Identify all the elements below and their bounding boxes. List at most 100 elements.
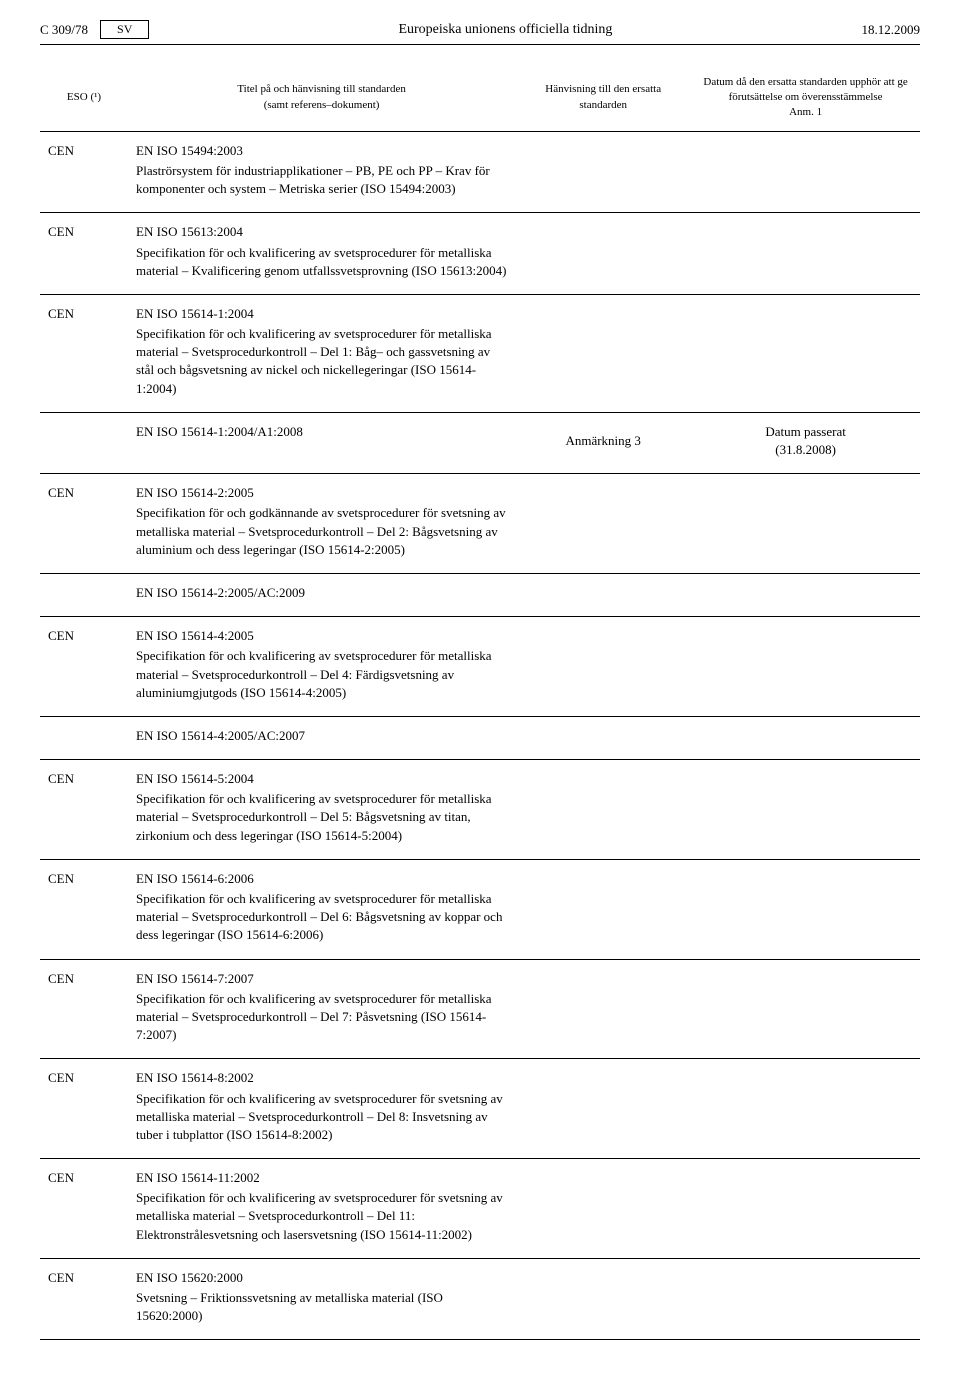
- standard-code: EN ISO 15620:2000: [136, 1269, 507, 1287]
- eso-cell: CEN: [40, 213, 128, 295]
- reference-cell: [515, 131, 691, 213]
- title-cell: EN ISO 15614-8:2002 Specifikation för och…: [128, 1059, 515, 1159]
- standard-code: EN ISO 15614-11:2002: [136, 1169, 507, 1187]
- expiry-cell: [691, 1258, 920, 1340]
- title-cell: EN ISO 15620:2000 Svetsning – Friktionssv…: [128, 1258, 515, 1340]
- eso-cell: CEN: [40, 1258, 128, 1340]
- standard-code: EN ISO 15614-5:2004: [136, 770, 507, 788]
- sub-reference-cell: [515, 716, 691, 759]
- reference-cell: [515, 760, 691, 860]
- expiry-cell: [691, 760, 920, 860]
- standard-code: EN ISO 15614-4:2005: [136, 627, 507, 645]
- expiry-cell: [691, 474, 920, 574]
- standards-table: ESO (¹) Titel på och hänvisning till sta…: [40, 65, 920, 1341]
- standard-description: Specifikation för och kvalificering av s…: [136, 790, 507, 845]
- sub-expiry-cell: [691, 573, 920, 616]
- table-row: CENEN ISO 15613:2004Specifikation för oc…: [40, 213, 920, 295]
- title-cell: EN ISO 15614-6:2006 Specifikation för och…: [128, 859, 515, 959]
- standard-description: Svetsning – Friktionssvetsning av metall…: [136, 1289, 507, 1325]
- sub-title-cell: EN ISO 15614-2:2005/AC:2009: [128, 573, 515, 616]
- eso-cell: CEN: [40, 474, 128, 574]
- eso-cell: CEN: [40, 760, 128, 860]
- standard-description: Specifikation för och kvalificering av s…: [136, 890, 507, 945]
- standard-description: Specifikation för och kvalificering av s…: [136, 990, 507, 1045]
- publication-title: Europeiska unionens officiella tidning: [398, 20, 612, 40]
- table-row: CEN EN ISO 15614-1:2004 Specifikation för …: [40, 294, 920, 412]
- header-date: 18.12.2009: [862, 21, 921, 39]
- eso-cell: CEN: [40, 131, 128, 213]
- reference-cell: [515, 1159, 691, 1259]
- page-number: C 309/78: [40, 21, 88, 39]
- reference-cell: [515, 294, 691, 412]
- table-row: CEN EN ISO 15614-5:2004 Specifikation för …: [40, 760, 920, 860]
- table-sub-row: EN ISO 15614-2:2005/AC:2009: [40, 573, 920, 616]
- title-cell: EN ISO 15614-11:2002 Specifikation för oc…: [128, 1159, 515, 1259]
- eso-cell: CEN: [40, 294, 128, 412]
- standard-code: EN ISO 15614-8:2002: [136, 1069, 507, 1087]
- expiry-cell: [691, 859, 920, 959]
- standard-description: Specifikation för och kvalificering av s…: [136, 1090, 507, 1145]
- title-cell: EN ISO 15614-7:2007 Specifikation för och…: [128, 959, 515, 1059]
- page-header: C 309/78 SV Europeiska unionens officiel…: [40, 20, 920, 45]
- reference-cell: [515, 859, 691, 959]
- table-row: CEN EN ISO 15620:2000 Svetsning – Friktion…: [40, 1258, 920, 1340]
- table-header-row: ESO (¹) Titel på och hänvisning till sta…: [40, 65, 920, 132]
- reference-cell: [515, 474, 691, 574]
- expiry-cell: [691, 294, 920, 412]
- reference-cell: [515, 617, 691, 717]
- title-cell: EN ISO 15614-4:2005 Specifikation för och…: [128, 617, 515, 717]
- standard-description: Specifikation för och kvalificering av s…: [136, 1189, 507, 1244]
- eso-cell: CEN: [40, 1159, 128, 1259]
- title-cell: EN ISO 15613:2004Specifikation för och k…: [128, 213, 515, 295]
- sub-reference-cell: [515, 573, 691, 616]
- title-cell: EN ISO 15494:2003 Plaströrsystem för indu…: [128, 131, 515, 213]
- sub-expiry-cell: Datum passerat (31.8.2008): [691, 412, 920, 473]
- col-header-title: Titel på och hänvisning till standarden …: [128, 65, 515, 132]
- sub-expiry-cell: [691, 716, 920, 759]
- eso-cell: CEN: [40, 617, 128, 717]
- sub-title-cell: EN ISO 15614-4:2005/AC:2007: [128, 716, 515, 759]
- table-row: CEN EN ISO 15614-7:2007 Specifikation för …: [40, 959, 920, 1059]
- expiry-cell: [691, 131, 920, 213]
- table-row: CEN EN ISO 15494:2003 Plaströrsystem för i…: [40, 131, 920, 213]
- standard-description: Specifikation för och kvalificering av s…: [136, 647, 507, 702]
- standard-code: EN ISO 15614-1:2004: [136, 305, 507, 323]
- eso-cell: [40, 573, 128, 616]
- table-row: CEN EN ISO 15614-4:2005 Specifikation för …: [40, 617, 920, 717]
- header-left: C 309/78 SV: [40, 20, 149, 39]
- sub-reference-cell: Anmärkning 3: [515, 412, 691, 473]
- table-row: CEN EN ISO 15614-6:2006 Specifikation för …: [40, 859, 920, 959]
- title-cell: EN ISO 15614-5:2004 Specifikation för och…: [128, 760, 515, 860]
- standard-code: EN ISO 15613:2004: [136, 223, 507, 241]
- language-code-box: SV: [100, 20, 149, 39]
- reference-cell: [515, 1258, 691, 1340]
- standard-description: Specifikation för och godkännande av sve…: [136, 504, 507, 559]
- eso-cell: CEN: [40, 859, 128, 959]
- expiry-cell: [691, 213, 920, 295]
- expiry-cell: [691, 959, 920, 1059]
- reference-cell: [515, 1059, 691, 1159]
- table-row: CEN EN ISO 15614-11:2002 Specifikation för…: [40, 1159, 920, 1259]
- standard-description: Specifikation för och kvalificering av s…: [136, 325, 507, 398]
- col-header-expiry: Datum då den ersatta standarden upphör a…: [691, 65, 920, 132]
- eso-cell: [40, 412, 128, 473]
- title-cell: EN ISO 15614-1:2004 Specifikation för och…: [128, 294, 515, 412]
- standard-description: Plaströrsystem för industriapplikationer…: [136, 162, 507, 198]
- table-body: CEN EN ISO 15494:2003 Plaströrsystem för i…: [40, 131, 920, 1340]
- table-row: CENEN ISO 15614-2:2005Specifikation för …: [40, 474, 920, 574]
- table-sub-row: EN ISO 15614-4:2005/AC:2007: [40, 716, 920, 759]
- eso-cell: CEN: [40, 1059, 128, 1159]
- reference-cell: [515, 959, 691, 1059]
- col-header-eso: ESO (¹): [40, 65, 128, 132]
- standard-code: EN ISO 15494:2003: [136, 142, 507, 160]
- standard-code: EN ISO 15614-6:2006: [136, 870, 507, 888]
- expiry-cell: [691, 1159, 920, 1259]
- sub-title-cell: EN ISO 15614-1:2004/A1:2008: [128, 412, 515, 473]
- standard-code: EN ISO 15614-7:2007: [136, 970, 507, 988]
- expiry-cell: [691, 617, 920, 717]
- table-row: CEN EN ISO 15614-8:2002 Specifikation för …: [40, 1059, 920, 1159]
- eso-cell: CEN: [40, 959, 128, 1059]
- title-cell: EN ISO 15614-2:2005Specifikation för och…: [128, 474, 515, 574]
- eso-cell: [40, 716, 128, 759]
- col-header-reference: Hänvisning till den ersatta standarden: [515, 65, 691, 132]
